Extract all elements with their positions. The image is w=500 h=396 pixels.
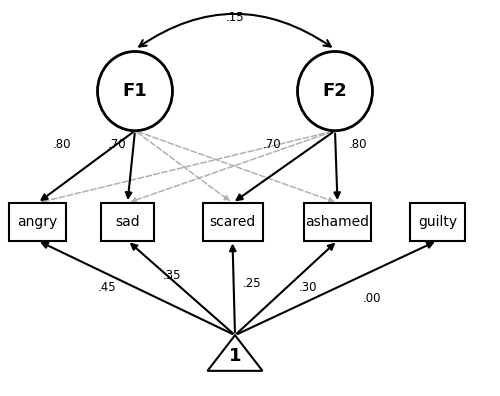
Text: guilty: guilty xyxy=(418,215,457,229)
Text: scared: scared xyxy=(210,215,256,229)
Text: .70: .70 xyxy=(263,138,282,151)
Text: ashamed: ashamed xyxy=(306,215,370,229)
FancyBboxPatch shape xyxy=(202,203,262,240)
FancyBboxPatch shape xyxy=(8,203,66,240)
Ellipse shape xyxy=(298,51,372,131)
Text: .45: .45 xyxy=(98,281,117,293)
Text: .00: .00 xyxy=(363,293,382,305)
Text: .15: .15 xyxy=(226,11,244,24)
Text: .70: .70 xyxy=(108,138,127,151)
Text: F2: F2 xyxy=(322,82,347,100)
Text: F1: F1 xyxy=(122,82,148,100)
Text: angry: angry xyxy=(18,215,58,229)
FancyBboxPatch shape xyxy=(304,203,371,240)
Text: sad: sad xyxy=(115,215,140,229)
Text: .25: .25 xyxy=(243,277,262,289)
Text: .80: .80 xyxy=(53,138,72,151)
Text: .30: .30 xyxy=(298,281,317,293)
FancyBboxPatch shape xyxy=(410,203,465,240)
Text: .80: .80 xyxy=(348,138,367,151)
Ellipse shape xyxy=(98,51,172,131)
Text: 1: 1 xyxy=(229,347,241,366)
Polygon shape xyxy=(208,335,262,371)
Text: .35: .35 xyxy=(163,269,182,282)
FancyBboxPatch shape xyxy=(101,203,154,240)
